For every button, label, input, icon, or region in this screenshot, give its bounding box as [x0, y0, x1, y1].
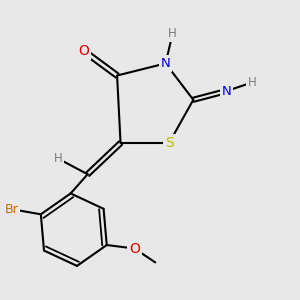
Text: H: H — [54, 152, 63, 165]
Text: N: N — [221, 85, 231, 98]
Text: O: O — [79, 44, 90, 58]
Text: N: N — [161, 57, 170, 70]
Text: H: H — [248, 76, 256, 89]
Text: S: S — [165, 136, 173, 150]
Text: Br: Br — [4, 202, 18, 216]
Text: H: H — [168, 28, 177, 40]
Text: O: O — [129, 242, 140, 256]
